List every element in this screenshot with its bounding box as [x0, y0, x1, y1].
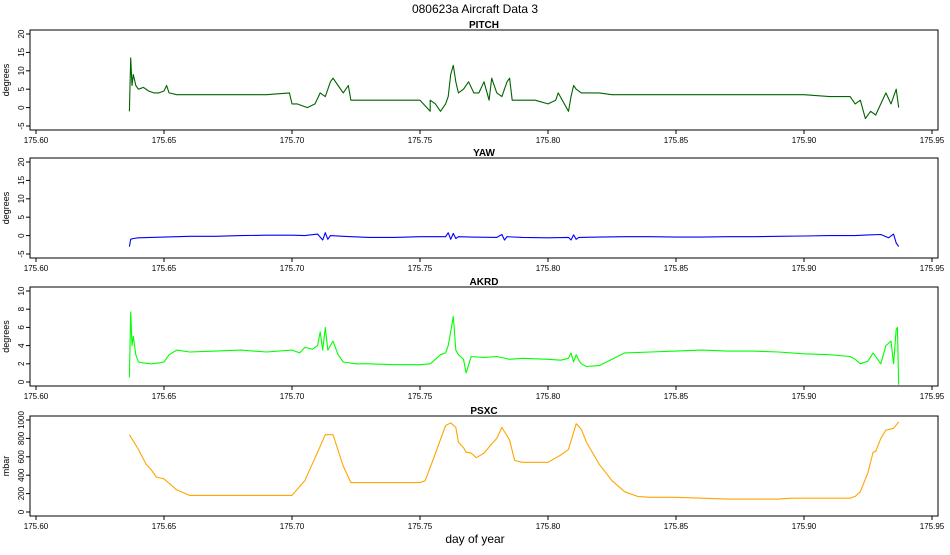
y-tick-label: 10 — [17, 66, 26, 75]
plot-frame — [29, 29, 939, 131]
y-tick-label: 5 — [17, 214, 26, 219]
x-tick-label: 175.65 — [152, 264, 177, 273]
y-tick-label: 0 — [17, 105, 26, 110]
y-tick-label: 200 — [17, 486, 26, 500]
x-tick-label: 175.65 — [152, 522, 177, 531]
x-tick-label: 175.85 — [664, 136, 689, 145]
figure-title: 080623a Aircraft Data 3 — [412, 2, 538, 16]
x-tick-label: 175.90 — [792, 264, 817, 273]
panel-psxc: PSXC mbar 175.60 175.65 175.70 175.75 175.80 17… — [1, 406, 945, 531]
y-tick-label: 4 — [17, 343, 26, 348]
x-tick-label: 175.75 — [408, 522, 433, 531]
y-tick-label: 20 — [17, 29, 26, 38]
series-line-akrd — [128, 311, 900, 385]
x-tick-label: 175.90 — [792, 136, 817, 145]
panel-title: YAW — [473, 148, 495, 159]
y-tick-label: 20 — [17, 157, 26, 166]
panel-pitch: PITCH degrees 175.60 175.65 175.70 175.75 175.… — [1, 20, 945, 145]
panel-title: AKRD — [470, 277, 499, 288]
x-tick-label: 175.60 — [24, 264, 49, 273]
x-tick-label: 175.85 — [664, 264, 689, 273]
x-tick-label: 175.95 — [920, 264, 945, 273]
x-tick-label: 175.70 — [280, 264, 305, 273]
x-tick-label: 175.90 — [792, 392, 817, 401]
x-tick-label: 175.70 — [280, 392, 305, 401]
x-tick-label: 175.70 — [280, 522, 305, 531]
y-tick-label: 0 — [17, 509, 26, 514]
x-tick-label: 175.80 — [536, 264, 561, 273]
x-tick-label: 175.80 — [536, 522, 561, 531]
x-tick-label: 175.75 — [408, 392, 433, 401]
y-tick-label: 1000 — [17, 411, 26, 429]
x-tick-label: 175.65 — [152, 392, 177, 401]
y-tick-label: 0 — [17, 379, 26, 384]
x-tick-label: 175.65 — [152, 136, 177, 145]
y-tick-label: 6 — [17, 325, 26, 330]
panel-title: PITCH — [469, 20, 499, 31]
x-tick-label: 175.60 — [24, 136, 49, 145]
y-tick-label: 15 — [17, 47, 26, 56]
panel-yaw: YAW degrees 175.60 175.65 175.70 175.75 175.80… — [1, 148, 945, 273]
panel-akrd: AKRD degrees 175.60 175.65 175.70 175.75 175.8… — [1, 277, 945, 401]
series-line-yaw — [128, 232, 900, 247]
x-axis-label: day of year — [445, 532, 504, 546]
x-tick-label: 175.60 — [24, 522, 49, 531]
y-tick-label: 8 — [17, 306, 26, 311]
x-tick-label: 175.80 — [536, 136, 561, 145]
y-tick-label: 0 — [17, 233, 26, 238]
y-tick-label: 800 — [17, 431, 26, 445]
y-tick-label: 600 — [17, 450, 26, 464]
x-tick-label: 175.90 — [792, 522, 817, 531]
x-tick-label: 175.95 — [920, 392, 945, 401]
series-line-pitch — [128, 57, 900, 120]
y-axis-label: degrees — [1, 63, 11, 96]
y-axis-label: degrees — [1, 191, 11, 224]
plot-frame — [29, 286, 939, 387]
x-tick-label: 175.75 — [408, 136, 433, 145]
x-tick-label: 175.95 — [920, 136, 945, 145]
y-tick-label: -5 — [17, 122, 26, 130]
y-tick-label: 10 — [17, 286, 26, 295]
x-tick-label: 175.85 — [664, 522, 689, 531]
y-tick-label: -5 — [17, 250, 26, 258]
x-tick-label: 175.95 — [920, 522, 945, 531]
series-line-psxc — [128, 421, 900, 500]
y-tick-label: 400 — [17, 468, 26, 482]
panel-title: PSXC — [470, 406, 497, 417]
x-tick-label: 175.70 — [280, 136, 305, 145]
y-axis-label: degrees — [1, 320, 11, 353]
y-tick-label: 15 — [17, 175, 26, 184]
x-tick-label: 175.75 — [408, 264, 433, 273]
plot-frame — [29, 415, 939, 517]
x-tick-label: 175.80 — [536, 392, 561, 401]
x-tick-label: 175.85 — [664, 392, 689, 401]
y-tick-label: 10 — [17, 194, 26, 203]
y-tick-label: 2 — [17, 361, 26, 366]
y-axis-label: mbar — [1, 456, 11, 477]
panels: PITCH degrees 175.60 175.65 175.70 175.75 175.… — [1, 20, 945, 531]
plot-frame — [29, 157, 939, 259]
y-tick-label: 5 — [17, 86, 26, 91]
x-tick-label: 175.60 — [24, 392, 49, 401]
